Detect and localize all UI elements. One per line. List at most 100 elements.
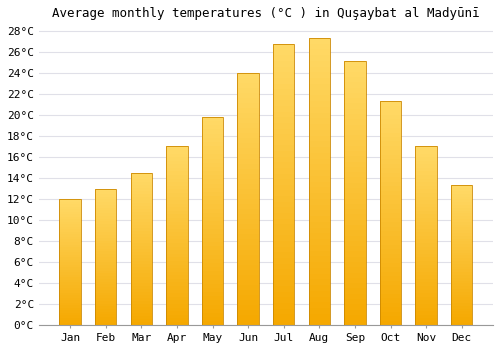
- Bar: [130, 218, 152, 222]
- Bar: [130, 176, 152, 179]
- Bar: [202, 180, 223, 184]
- Bar: [238, 103, 259, 108]
- Bar: [380, 150, 401, 155]
- Bar: [344, 193, 366, 198]
- Bar: [344, 114, 366, 119]
- Bar: [95, 279, 116, 282]
- Bar: [130, 203, 152, 206]
- Bar: [451, 256, 472, 258]
- Bar: [60, 252, 81, 255]
- Bar: [344, 98, 366, 103]
- Bar: [95, 293, 116, 295]
- Bar: [344, 172, 366, 177]
- Bar: [344, 66, 366, 72]
- Bar: [344, 309, 366, 315]
- Bar: [130, 322, 152, 326]
- Bar: [95, 276, 116, 279]
- Bar: [166, 178, 188, 182]
- Bar: [380, 281, 401, 285]
- Bar: [416, 225, 437, 229]
- Bar: [166, 211, 188, 215]
- Bar: [130, 243, 152, 246]
- Bar: [130, 289, 152, 292]
- Bar: [130, 200, 152, 203]
- Bar: [166, 257, 188, 261]
- Bar: [95, 189, 116, 191]
- Bar: [130, 261, 152, 264]
- Bar: [60, 219, 81, 222]
- Bar: [166, 186, 188, 189]
- Bar: [380, 294, 401, 299]
- Bar: [416, 250, 437, 254]
- Bar: [451, 272, 472, 275]
- Bar: [95, 232, 116, 235]
- Bar: [380, 155, 401, 159]
- Bar: [416, 300, 437, 304]
- Bar: [95, 246, 116, 249]
- Bar: [238, 234, 259, 239]
- Bar: [344, 320, 366, 326]
- Bar: [273, 162, 294, 168]
- Bar: [60, 222, 81, 224]
- Bar: [416, 282, 437, 286]
- Bar: [344, 88, 366, 93]
- Bar: [380, 110, 401, 114]
- Bar: [416, 315, 437, 318]
- Bar: [416, 154, 437, 157]
- Bar: [202, 242, 223, 246]
- Bar: [95, 235, 116, 238]
- Bar: [202, 271, 223, 275]
- Bar: [416, 247, 437, 250]
- Bar: [451, 205, 472, 208]
- Bar: [416, 189, 437, 193]
- Bar: [273, 140, 294, 146]
- Bar: [166, 261, 188, 265]
- Bar: [451, 267, 472, 270]
- Bar: [416, 211, 437, 215]
- Bar: [451, 219, 472, 222]
- Bar: [308, 101, 330, 107]
- Bar: [451, 281, 472, 284]
- Bar: [202, 292, 223, 296]
- Bar: [380, 249, 401, 254]
- Bar: [95, 208, 116, 210]
- Bar: [451, 275, 472, 278]
- Bar: [60, 313, 81, 315]
- Bar: [130, 316, 152, 319]
- Bar: [130, 185, 152, 188]
- Bar: [273, 241, 294, 247]
- Bar: [166, 175, 188, 178]
- Bar: [380, 173, 401, 177]
- Bar: [238, 300, 259, 305]
- Bar: [238, 78, 259, 83]
- Bar: [166, 207, 188, 211]
- Bar: [130, 258, 152, 261]
- Bar: [95, 238, 116, 240]
- Bar: [451, 225, 472, 228]
- Bar: [308, 187, 330, 193]
- Bar: [451, 317, 472, 320]
- Bar: [380, 245, 401, 249]
- Bar: [130, 304, 152, 307]
- Bar: [380, 191, 401, 195]
- Bar: [344, 167, 366, 172]
- Bar: [130, 240, 152, 243]
- Bar: [344, 220, 366, 225]
- Bar: [60, 290, 81, 293]
- Bar: [380, 272, 401, 276]
- Bar: [95, 240, 116, 243]
- Bar: [308, 66, 330, 72]
- Bar: [380, 200, 401, 204]
- Bar: [344, 183, 366, 188]
- Bar: [60, 305, 81, 308]
- Bar: [238, 229, 259, 234]
- Bar: [308, 210, 330, 216]
- Bar: [166, 243, 188, 247]
- Bar: [416, 146, 437, 150]
- Bar: [166, 150, 188, 154]
- Bar: [60, 239, 81, 242]
- Bar: [60, 265, 81, 267]
- Bar: [273, 252, 294, 258]
- Bar: [273, 207, 294, 213]
- Bar: [166, 250, 188, 254]
